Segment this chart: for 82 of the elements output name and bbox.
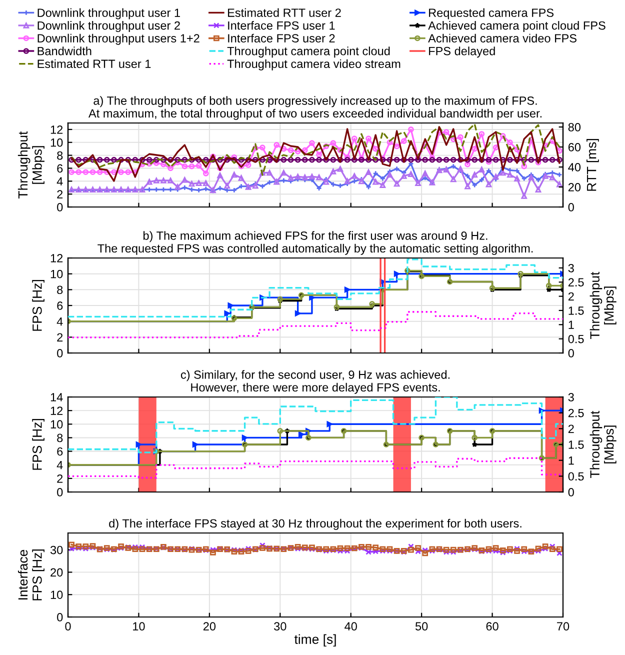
- chart-title: a) The throughputs of both users progressively increased up to the maximum of FPS.: [94, 96, 537, 108]
- legend-label: Requested camera FPS: [429, 8, 554, 20]
- y2-tick-label: 0.5: [568, 472, 584, 481]
- y2-axis-title: Throughput [Mbps]: [590, 410, 616, 478]
- y-tick-label: 14: [50, 393, 63, 402]
- y-tick-label: 12: [50, 125, 63, 134]
- y2-tick-label: 2.5: [568, 408, 584, 418]
- x-tick-label: 50: [415, 622, 428, 631]
- y2-tick-label: 3: [568, 393, 574, 402]
- y2-tick-label: 20: [568, 183, 581, 192]
- y2-tick-label: 0.5: [568, 334, 584, 344]
- legend-label: Throughput camera point cloud: [227, 46, 390, 58]
- y2-tick-label: 0: [568, 349, 574, 358]
- y-tick-label: 6: [57, 302, 63, 310]
- legend-label: Estimated RTT user 1: [38, 59, 151, 68]
- legend-label: Achieved camera point cloud FPS: [428, 21, 606, 32]
- y-tick-label: 4: [56, 177, 63, 186]
- y-tick-label: 0: [57, 349, 63, 358]
- y-tick-label: 0: [57, 488, 63, 496]
- y2-tick-label: 1.5: [568, 440, 584, 449]
- y2-axis-title: Throughput [Mbps]: [590, 272, 616, 339]
- y-tick-label: 6: [57, 164, 63, 173]
- x-tick-label: 20: [203, 622, 216, 631]
- x-axis-title: time [s]: [294, 634, 336, 647]
- chart-title: c) Similary, for the second user, 9 Hz was achieved.: [180, 370, 450, 382]
- chart-title: b) The maximum achieved FPS for the first user was around 9 Hz.: [143, 231, 488, 242]
- legend-label: Bandwidth: [38, 46, 92, 56]
- y-tick-label: 0: [57, 203, 63, 212]
- y2-tick-label: 1: [568, 456, 574, 465]
- chart-subtitle: At maximum, the total throughput of two users exceeded individual bandwidth per user.: [88, 108, 542, 120]
- y-tick-label: 12: [50, 406, 63, 415]
- legend-label: Interface FPS user 2: [228, 34, 335, 42]
- y-axis-title: Interface FPS [Hz]: [18, 550, 44, 600]
- y2-axis-title: RTT [ms]: [586, 139, 599, 191]
- y2-tick-label: 0: [568, 203, 574, 212]
- legend-label: Downlink throughput user 1: [38, 8, 180, 20]
- y-tick-label: 2: [57, 190, 63, 198]
- y-axis-title: FPS [Hz]: [32, 280, 44, 331]
- y2-tick-label: 80: [568, 123, 581, 132]
- y-tick-label: 8: [57, 434, 63, 442]
- y2-tick-label: 2: [568, 292, 574, 301]
- y2-tick-label: 40: [568, 163, 581, 172]
- chart-subtitle: However, there were more delayed FPS events.: [191, 382, 440, 394]
- chart-subtitle: The requested FPS was controlled automatically by the automatic setting algorithm.: [98, 244, 533, 255]
- x-tick-label: 0: [65, 622, 71, 631]
- y-tick-label: 30: [50, 546, 63, 554]
- x-tick-label: 70: [557, 622, 570, 631]
- y-tick-label: 10: [50, 590, 63, 599]
- y-axis-title: FPS [Hz]: [32, 419, 44, 470]
- y-tick-label: 12: [50, 254, 63, 262]
- x-tick-label: 10: [133, 622, 145, 631]
- y-tick-label: 0: [57, 613, 63, 622]
- legend-label: Downlink throughput users 1+2: [38, 34, 200, 45]
- y-axis-title: Throughput [Mbps]: [18, 131, 44, 198]
- y-tick-label: 10: [50, 420, 63, 429]
- y-tick-label: 4: [56, 461, 63, 470]
- y2-tick-label: 0: [568, 488, 574, 496]
- y-tick-label: 2: [57, 474, 63, 483]
- y2-tick-label: 2.5: [568, 278, 584, 286]
- legend-label: Achieved camera video FPS: [428, 34, 576, 42]
- y-tick-label: 20: [50, 568, 63, 577]
- y-tick-label: 8: [57, 151, 63, 160]
- legend-label: Interface FPS user 1: [228, 21, 335, 30]
- y-tick-label: 6: [57, 447, 63, 456]
- legend-label: FPS delayed: [429, 46, 495, 58]
- x-tick-label: 40: [344, 622, 357, 631]
- legend-label: Estimated RTT user 2: [228, 8, 341, 17]
- y-tick-label: 2: [57, 333, 63, 342]
- y-tick-label: 4: [56, 317, 63, 326]
- y-tick-label: 10: [50, 138, 63, 147]
- y2-tick-label: 1.5: [568, 306, 584, 315]
- legend-label: Throughput camera video stream: [227, 59, 400, 70]
- y2-tick-label: 3: [568, 264, 574, 272]
- y2-tick-label: 2: [568, 424, 574, 433]
- chart-title: d) The interface FPS stayed at 30 Hz throughout the experiment for both users.: [109, 518, 522, 530]
- legend-label: Downlink throughput user 2: [38, 21, 180, 32]
- x-tick-label: 30: [274, 622, 286, 631]
- y-tick-label: 10: [50, 270, 63, 278]
- x-tick-label: 60: [486, 622, 498, 631]
- y-tick-label: 8: [57, 286, 63, 294]
- y2-tick-label: 60: [568, 143, 581, 152]
- y2-tick-label: 1: [568, 320, 574, 329]
